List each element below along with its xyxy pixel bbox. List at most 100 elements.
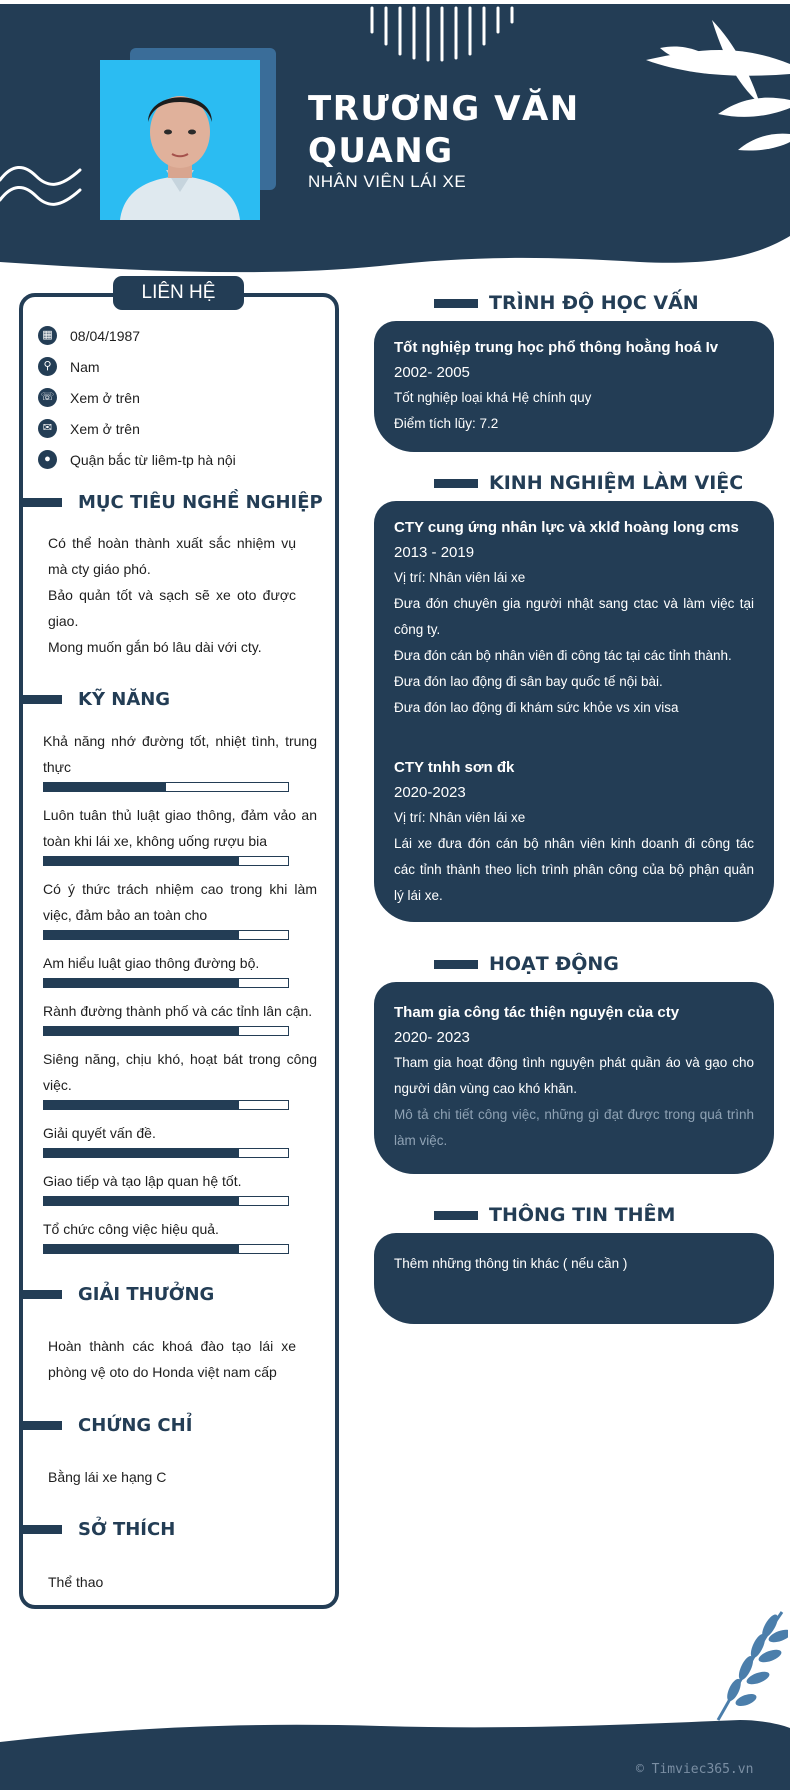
skill-bar xyxy=(43,856,289,866)
awards-title: GIẢI THƯỞNG xyxy=(78,1284,215,1305)
location-pin-icon: ● xyxy=(38,450,57,469)
awards-heading: GIẢI THƯỞNG xyxy=(19,1284,214,1305)
contact-gender-text: Nam xyxy=(70,358,100,375)
contact-address-text: Quận bắc từ liêm-tp hà nội xyxy=(70,451,236,468)
skill-bar-fill xyxy=(44,1245,240,1253)
contact-phone-text: Xem ở trên xyxy=(70,389,140,406)
extra-info-card: Thêm những thông tin khác ( nếu cần ) xyxy=(374,1233,774,1324)
heading-bar xyxy=(434,959,478,969)
education-heading: TRÌNH ĐỘ HỌC VẤN xyxy=(434,292,699,314)
heading-bar xyxy=(19,1421,62,1430)
hobbies-title: SỞ THÍCH xyxy=(78,1519,176,1540)
job-period: 2020-2023 xyxy=(394,784,466,801)
activity-name: Tham gia công tác thiện nguyện của cty xyxy=(394,1004,680,1021)
skill-label: Giao tiếp và tạo lập quan hệ tốt. xyxy=(43,1173,242,1189)
experience-card: CTY cung ứng nhân lực và xklđ hoàng long… xyxy=(374,501,774,922)
skill-label: Siêng năng, chịu khó, hoạt bát trong côn… xyxy=(43,1051,317,1093)
activity-period: 2020- 2023 xyxy=(394,1029,470,1046)
skill-bar-fill xyxy=(44,783,166,791)
contact-birthdate: ▦ 08/04/1987 xyxy=(38,320,328,351)
objective-text: Có thể hoàn thành xuất sắc nhiệm vụ mà c… xyxy=(48,530,296,660)
skill-bar-fill xyxy=(44,979,240,987)
objective-title: MỤC TIÊU NGHỀ NGHIỆP xyxy=(78,492,323,513)
extra-info-title: THÔNG TIN THÊM xyxy=(489,1204,676,1226)
skill-item: Giải quyết vấn đề. xyxy=(43,1120,317,1158)
skill-label: Khả năng nhớ đường tốt, nhiệt tình, trun… xyxy=(43,733,317,775)
skill-label: Giải quyết vấn đề. xyxy=(43,1125,156,1141)
job-company: CTY tnhh sơn đk xyxy=(394,759,515,776)
contact-list: ▦ 08/04/1987 ⚲ Nam ☏ Xem ở trên ✉ Xem ở … xyxy=(38,320,328,475)
heading-bar xyxy=(19,1525,62,1534)
skill-label: Am hiểu luật giao thông đường bộ. xyxy=(43,955,260,971)
heading-bar xyxy=(434,298,478,308)
skill-label: Luôn tuân thủ luật giao thông, đảm vảo a… xyxy=(43,807,317,849)
skill-item: Am hiểu luật giao thông đường bộ. xyxy=(43,950,317,988)
skill-item: Khả năng nhớ đường tốt, nhiệt tình, trun… xyxy=(43,728,317,792)
job-line: Đưa đón cán bộ nhân viên đi công tác tại… xyxy=(394,648,732,663)
footer xyxy=(0,1700,790,1790)
skill-item: Giao tiếp và tạo lập quan hệ tốt. xyxy=(43,1168,317,1206)
job-line: Đưa đón lao động đi khám sức khỏe vs xin… xyxy=(394,700,679,715)
skill-bar xyxy=(43,1026,289,1036)
skill-label: Có ý thức trách nhiệm cao trong khi làm … xyxy=(43,881,317,923)
hobbies-heading: SỞ THÍCH xyxy=(19,1519,175,1540)
email-icon: ✉ xyxy=(38,419,57,438)
skill-item: Tổ chức công việc hiệu quả. xyxy=(43,1216,317,1254)
job-line: Lái xe đưa đón cán bộ nhân viên kinh doa… xyxy=(394,836,754,903)
spacer xyxy=(394,721,754,755)
skill-bar-fill xyxy=(44,1027,240,1035)
skill-bar xyxy=(43,930,289,940)
gender-icon: ⚲ xyxy=(38,357,57,376)
skill-bar xyxy=(43,978,289,988)
job-period: 2013 - 2019 xyxy=(394,544,475,561)
skill-item: Luôn tuân thủ luật giao thông, đảm vảo a… xyxy=(43,802,317,866)
objective-line: Mong muốn gắn bó lâu dài với cty. xyxy=(48,639,262,655)
job-line: Vị trí: Nhân viên lái xe xyxy=(394,570,526,585)
skill-bar-fill xyxy=(44,1149,240,1157)
job-line: Vị trí: Nhân viên lái xe xyxy=(394,810,526,825)
contact-email-text: Xem ở trên xyxy=(70,420,140,437)
job-line: Đưa đón chuyên gia người nhật sang ctac … xyxy=(394,596,754,637)
contact-title: LIÊN HỆ xyxy=(113,276,244,310)
education-line: Tốt nghiệp loại khá Hệ chính quy xyxy=(394,390,592,405)
candidate-name: TRƯƠNG VĂN QUANG xyxy=(308,89,580,171)
activities-title: HOẠT ĐỘNG xyxy=(489,953,619,975)
heading-bar xyxy=(434,478,478,488)
skill-bar-fill xyxy=(44,931,240,939)
skill-item: Có ý thức trách nhiệm cao trong khi làm … xyxy=(43,876,317,940)
objective-line: Bảo quản tốt và sạch sẽ xe oto được giao… xyxy=(48,587,296,629)
skill-bar xyxy=(43,1100,289,1110)
skills-title: KỸ NĂNG xyxy=(78,689,171,710)
contact-email: ✉ Xem ở trên xyxy=(38,413,328,444)
certificates-heading: CHỨNG CHỈ xyxy=(19,1415,192,1436)
activities-heading: HOẠT ĐỘNG xyxy=(434,953,619,975)
education-line: Điểm tích lũy: 7.2 xyxy=(394,416,499,431)
candidate-role: NHÂN VIÊN LÁI XE xyxy=(308,172,467,191)
heading-bar xyxy=(19,695,62,704)
objective-line: Có thể hoàn thành xuất sắc nhiệm vụ mà c… xyxy=(48,535,296,577)
job-line: Đưa đón lao động đi sân bay quốc tế nội … xyxy=(394,674,663,689)
contact-gender: ⚲ Nam xyxy=(38,351,328,382)
skill-bar xyxy=(43,782,289,792)
experience-title: KINH NGHIỆM LÀM VIỆC xyxy=(489,472,744,494)
heading-bar xyxy=(19,498,62,507)
certificates-title: CHỨNG CHỈ xyxy=(78,1415,193,1436)
heading-bar xyxy=(434,1210,478,1220)
skills-list: Khả năng nhớ đường tốt, nhiệt tình, trun… xyxy=(43,728,317,1264)
extra-info-text: Thêm những thông tin khác ( nếu cần ) xyxy=(394,1256,628,1271)
contact-phone: ☏ Xem ở trên xyxy=(38,382,328,413)
activities-card: Tham gia công tác thiện nguyện của cty 2… xyxy=(374,982,774,1174)
skills-heading: KỸ NĂNG xyxy=(19,689,170,710)
activity-line: Tham gia hoạt động tình nguyện phát quần… xyxy=(394,1055,754,1096)
hobbies-text: Thể thao xyxy=(48,1574,104,1590)
copyright-text: © Timviec365.vn xyxy=(636,1762,754,1777)
education-title: TRÌNH ĐỘ HỌC VẤN xyxy=(489,292,699,314)
skill-item: Rành đường thành phố và các tỉnh lân cận… xyxy=(43,998,317,1036)
contact-address: ● Quận bắc từ liêm-tp hà nội xyxy=(38,444,328,475)
education-school: Tốt nghiệp trung học phổ thông hoằng hoá… xyxy=(394,339,719,356)
certificates-text: Bằng lái xe hạng C xyxy=(48,1469,167,1485)
leaf-decoration-icon xyxy=(716,1611,788,1721)
contact-birthdate-text: 08/04/1987 xyxy=(70,327,141,344)
calendar-icon: ▦ xyxy=(38,326,57,345)
education-period: 2002- 2005 xyxy=(394,364,470,381)
